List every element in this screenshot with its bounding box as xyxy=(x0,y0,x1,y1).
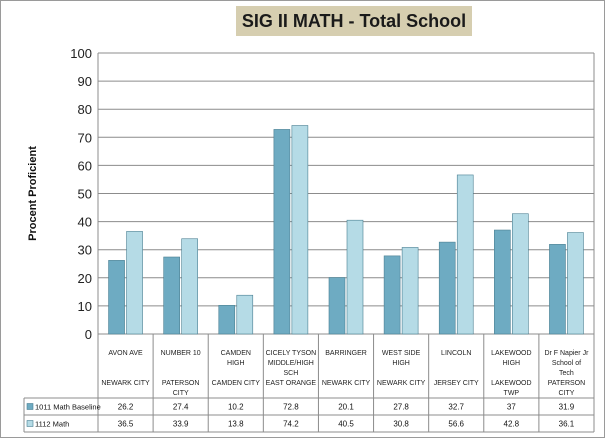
x-category-label: LINCOLN xyxy=(441,350,471,357)
y-tick-label: 90 xyxy=(78,74,92,89)
bar xyxy=(401,247,419,335)
chart-title-text: SIG II MATH - Total School xyxy=(241,10,467,31)
bar xyxy=(126,231,143,335)
data-label: 36.5 xyxy=(118,420,134,429)
data-label: 42.8 xyxy=(504,420,520,429)
x-category-city: PATERSON xyxy=(162,380,199,387)
x-category-city: LAKEWOOD xyxy=(491,380,531,387)
legend-swatch xyxy=(26,403,34,410)
x-category-city: NEWARK CITY xyxy=(377,380,426,387)
data-label: 10.2 xyxy=(228,403,244,412)
data-label: 30.8 xyxy=(393,420,409,429)
data-label: 26.2 xyxy=(118,403,134,412)
data-label: 20.1 xyxy=(338,403,354,412)
bar xyxy=(438,241,456,335)
bar xyxy=(163,256,180,335)
data-label: 32.7 xyxy=(448,403,464,412)
x-category-label: NUMBER 10 xyxy=(161,350,201,357)
y-tick-label: 0 xyxy=(85,327,92,342)
y-tick-label: 10 xyxy=(78,299,92,314)
legend-label: 1011 Math Baseline xyxy=(35,403,101,412)
data-label: 27.8 xyxy=(393,403,409,412)
x-category-label: HIGH xyxy=(227,360,245,367)
data-label: 13.8 xyxy=(228,420,244,429)
data-label: 31.9 xyxy=(559,403,575,412)
y-tick-label: 40 xyxy=(78,215,92,230)
bar xyxy=(291,125,309,335)
y-tick-label: 80 xyxy=(78,102,92,117)
y-tick-label: 30 xyxy=(78,243,92,258)
legend-swatch xyxy=(26,420,34,427)
x-category-label: Dr F Napier Jr xyxy=(544,350,589,357)
y-tick-label: 50 xyxy=(78,187,92,202)
x-category-label: School of xyxy=(552,360,581,367)
x-category-city: NEWARK CITY xyxy=(322,380,371,387)
chart-title: SIG II MATH - Total School xyxy=(236,6,472,36)
x-category-city: PATERSON xyxy=(548,380,585,387)
x-category-city: CAMDEN CITY xyxy=(212,380,261,387)
bar xyxy=(108,260,125,335)
x-category-city: JERSEY CITY xyxy=(434,380,479,387)
x-category-label: AVON AVE xyxy=(108,350,143,357)
data-label: 56.6 xyxy=(448,420,464,429)
bar xyxy=(181,238,198,335)
legend-label: 1112 Math xyxy=(35,420,69,429)
y-tick-label: 20 xyxy=(78,271,92,286)
x-category-label: MIDDLE/HIGH xyxy=(268,360,314,367)
bar xyxy=(383,255,401,335)
x-category-label: BARRINGER xyxy=(325,350,367,357)
bar xyxy=(236,294,254,335)
bar xyxy=(567,232,584,335)
x-category-label: HIGH xyxy=(503,360,521,367)
y-tick-label: 100 xyxy=(70,46,92,61)
data-label: 74.2 xyxy=(283,420,299,429)
y-axis-label: Procent Proficient xyxy=(27,146,39,241)
x-category-city: NEWARK CITY xyxy=(101,380,150,387)
data-label: 40.5 xyxy=(338,420,354,429)
y-tick-label: 70 xyxy=(78,130,92,145)
bar xyxy=(494,229,511,335)
x-category-label: CAMDEN xyxy=(221,350,251,357)
data-label: 37 xyxy=(507,403,516,412)
x-category-city: EAST ORANGE xyxy=(266,380,317,387)
x-category-label: LAKEWOOD xyxy=(491,350,531,357)
x-category-city: TWP xyxy=(504,390,520,397)
bar xyxy=(512,213,529,335)
bar xyxy=(273,129,291,335)
data-label: 33.9 xyxy=(173,420,189,429)
data-label: 27.4 xyxy=(173,403,189,412)
bar xyxy=(346,219,364,335)
y-tick-label: 60 xyxy=(78,158,92,173)
data-label: 36.1 xyxy=(559,420,575,429)
x-category-label: CICELY TYSON xyxy=(266,350,317,357)
x-category-label: SCH xyxy=(283,370,298,377)
x-category-label: WEST SIDE xyxy=(382,350,421,357)
bar xyxy=(218,305,236,335)
data-label: 72.8 xyxy=(283,403,299,412)
bar xyxy=(456,174,474,335)
bar xyxy=(328,277,346,335)
x-category-label: HIGH xyxy=(392,360,410,367)
x-category-label: Tech xyxy=(559,370,574,377)
x-category-city: CITY xyxy=(173,390,189,397)
x-category-city: CITY xyxy=(558,390,574,397)
bar xyxy=(549,244,566,335)
